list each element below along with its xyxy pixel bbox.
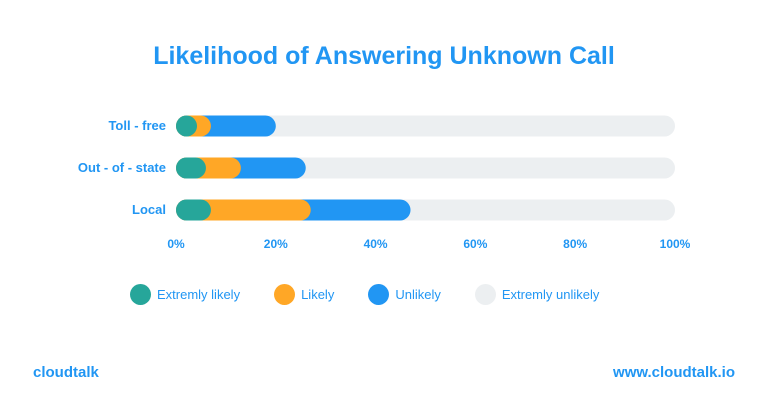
legend-item-extremely-unlikely: Extremly unlikely [474, 284, 600, 305]
x-tick-label: 40% [364, 237, 388, 251]
legend-swatch-extremely-unlikely [474, 284, 496, 305]
legend-swatch-unlikely [368, 284, 390, 305]
category-label-local: Local [132, 202, 166, 217]
website-link[interactable]: www.cloudtalk.io [613, 364, 735, 381]
x-tick-label: 100% [660, 237, 691, 251]
legend-label-extremely-likely: Extremly likely [157, 287, 241, 302]
bar-toll-free-extremly-unlikely [176, 115, 675, 137]
x-tick-label: 0% [167, 237, 185, 251]
legend: Extremly likely Likely Unlikely Extremly… [130, 284, 633, 305]
brand-logo-text: cloudtalk [33, 364, 99, 381]
x-tick-label: 60% [463, 237, 487, 251]
bar-toll-free-extremly-likely [176, 115, 197, 137]
bar-local-likely [176, 199, 311, 221]
legend-swatch-likely [274, 284, 296, 305]
legend-item-unlikely: Unlikely [368, 284, 441, 305]
chart-title: Likelihood of Answering Unknown Call [153, 42, 615, 70]
legend-label-extremely-unlikely: Extremly unlikely [501, 287, 600, 302]
x-tick-label: 20% [264, 237, 288, 251]
bar-out-of-state-extremly-likely [176, 157, 206, 179]
category-label-toll-free: Toll - free [108, 118, 166, 133]
stacked-bar-chart: Toll - free Out - of - state Local 0% 20% 40%… [78, 115, 691, 251]
category-label-out-of-state: Out - of - state [78, 160, 166, 175]
legend-item-likely: Likely [274, 284, 334, 305]
legend-swatch-extremely-likely [130, 284, 151, 305]
legend-item-extremely-likely: Extremly likely [130, 284, 240, 305]
legend-label-likely: Likely [301, 287, 335, 302]
bar-local-extremly-likely [176, 199, 211, 221]
x-tick-label: 80% [563, 237, 587, 251]
legend-label-unlikely: Unlikely [395, 287, 441, 302]
